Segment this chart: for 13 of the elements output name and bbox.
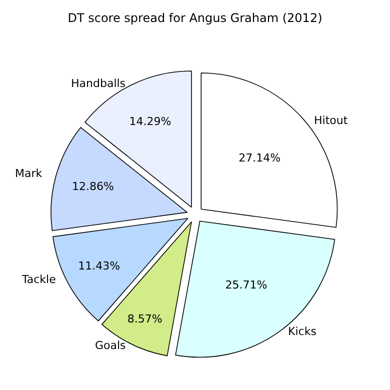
chart-title: DT score spread for Angus Graham (2012) xyxy=(68,11,322,26)
slice-label: Hitout xyxy=(314,114,348,127)
data-label: 14.29% xyxy=(129,115,172,128)
data-label: 12.86% xyxy=(72,180,114,193)
data-label: 27.14% xyxy=(238,152,281,165)
slice-label: Kicks xyxy=(288,325,317,338)
slice-label: Handballs xyxy=(71,77,126,90)
data-label: 25.71% xyxy=(225,278,268,292)
slice-label: Goals xyxy=(95,339,126,352)
slice-label: Mark xyxy=(15,167,43,180)
slice-label: Tackle xyxy=(21,273,56,286)
data-label: 8.57% xyxy=(127,312,162,326)
data-label: 11.43% xyxy=(78,260,120,273)
